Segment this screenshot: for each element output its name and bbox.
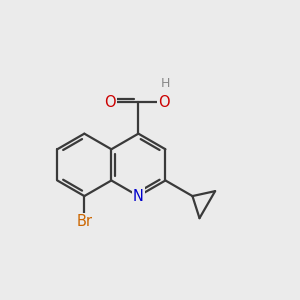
Text: O: O bbox=[158, 95, 170, 110]
Text: N: N bbox=[133, 189, 144, 204]
Text: H: H bbox=[161, 76, 170, 90]
Text: Br: Br bbox=[76, 214, 92, 229]
Text: O: O bbox=[104, 95, 116, 110]
